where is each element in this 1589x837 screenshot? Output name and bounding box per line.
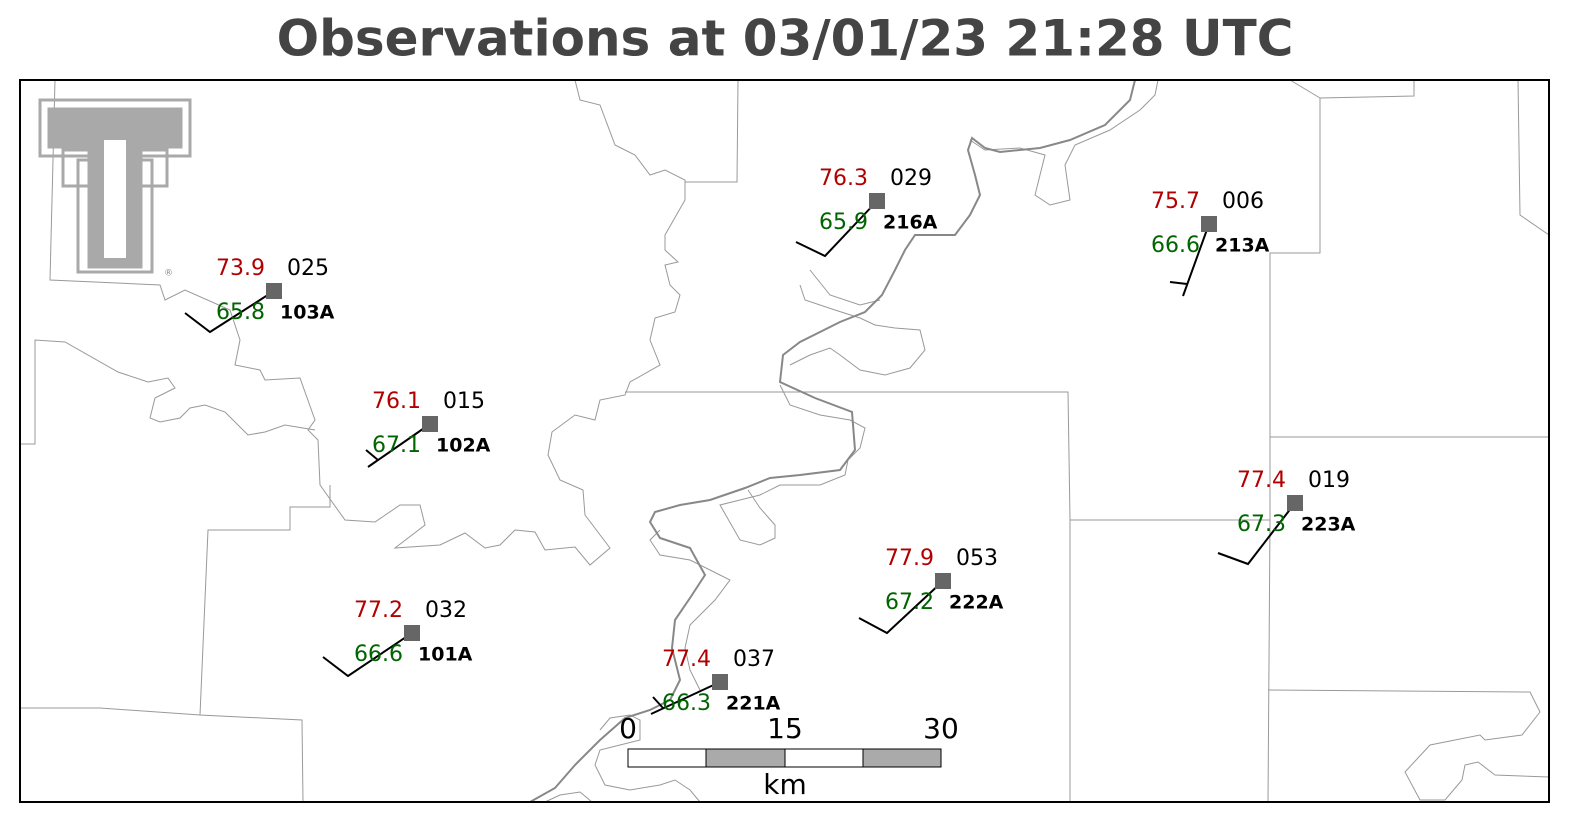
- scale-label: 0: [619, 712, 637, 745]
- scale-bar: 0 15 30 km: [619, 712, 959, 801]
- scale-label: 15: [767, 712, 803, 745]
- temperature: 77.4: [1237, 468, 1286, 493]
- temperature: 75.7: [1151, 189, 1200, 214]
- station-marker: [935, 573, 951, 589]
- dewpoint: 67.1: [372, 433, 421, 458]
- temperature: 76.1: [372, 389, 421, 414]
- dewpoint: 65.8: [216, 300, 265, 325]
- pressure: 029: [890, 166, 932, 191]
- pressure: 053: [956, 546, 998, 571]
- station-marker: [422, 416, 438, 432]
- station-marker: [869, 193, 885, 209]
- scale-unit: km: [763, 768, 807, 801]
- pressure: 006: [1222, 189, 1264, 214]
- pressure: 019: [1308, 468, 1350, 493]
- svg-text:®: ®: [164, 269, 173, 279]
- station-id: 102A: [436, 435, 491, 457]
- station-id: 222A: [949, 592, 1004, 614]
- station-id: 223A: [1301, 514, 1356, 536]
- dewpoint: 66.3: [662, 691, 711, 716]
- pressure: 037: [733, 647, 775, 672]
- station-id: 221A: [726, 693, 781, 715]
- dewpoint: 66.6: [354, 642, 403, 667]
- station-id: 101A: [418, 644, 473, 666]
- pressure: 032: [425, 598, 467, 623]
- map-background: [20, 80, 1549, 802]
- title: Observations at 03/01/23 21:28 UTC: [277, 10, 1294, 68]
- station-marker: [1287, 495, 1303, 511]
- pressure: 025: [287, 256, 329, 281]
- scale-label: 30: [923, 712, 959, 745]
- river: [529, 79, 1136, 803]
- temperature: 76.3: [819, 166, 868, 191]
- logo: ®: [38, 98, 192, 279]
- pressure: 015: [443, 389, 485, 414]
- station-marker: [266, 283, 282, 299]
- station-id: 103A: [280, 302, 335, 324]
- wind-barbs: [184, 200, 1296, 715]
- map-frame: [19, 79, 1550, 803]
- temperature: 77.2: [354, 598, 403, 623]
- station-plots: 73.9 025 65.8 103A 76.1 015 67.1 102A 76.3 029 65.…: [216, 166, 1356, 716]
- county-lines: [20, 79, 1550, 803]
- station-id: 216A: [883, 212, 938, 234]
- temperature: 73.9: [216, 256, 265, 281]
- dewpoint: 65.9: [819, 210, 868, 235]
- temperature: 77.9: [885, 546, 934, 571]
- station-marker: [1201, 216, 1217, 232]
- dewpoint: 67.3: [1237, 512, 1286, 537]
- temperature: 77.4: [662, 647, 711, 672]
- station-marker: [404, 625, 420, 641]
- station-id: 213A: [1215, 235, 1270, 257]
- dewpoint: 67.2: [885, 590, 934, 615]
- station-marker: [712, 674, 728, 690]
- dewpoint: 66.6: [1151, 233, 1200, 258]
